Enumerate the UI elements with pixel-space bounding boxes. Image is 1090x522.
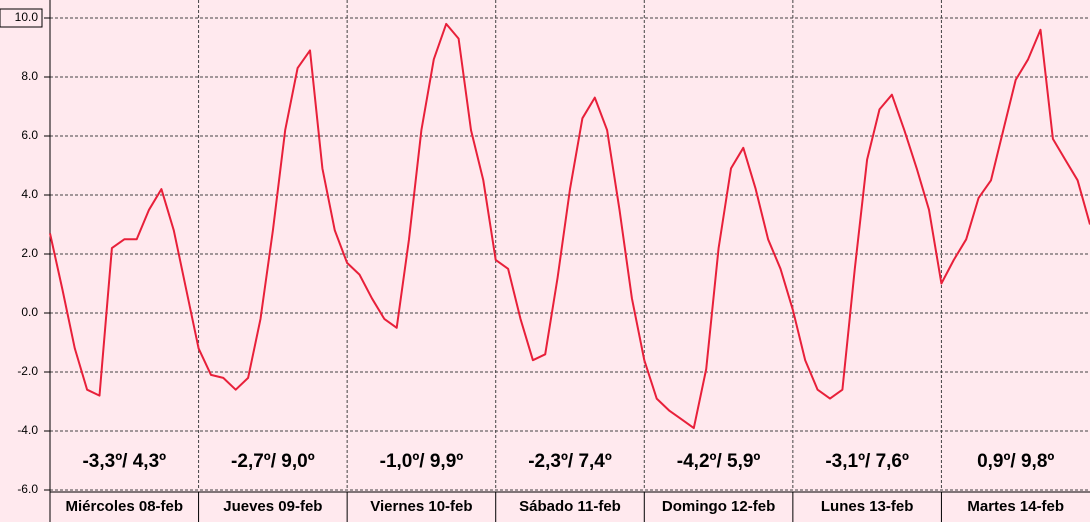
- min-max-annotation: -4,2º/ 5,9º: [677, 451, 761, 472]
- y-tick-label: -6.0: [17, 482, 38, 496]
- day-label: Sábado 11-feb: [519, 498, 621, 515]
- min-max-annotation: -2,3º/ 7,4º: [528, 451, 612, 472]
- day-label: Martes 14-feb: [967, 498, 1064, 515]
- day-label: Miércoles 08-feb: [66, 498, 184, 515]
- y-tick-label: 0.0: [21, 305, 38, 319]
- day-label: Domingo 12-feb: [662, 498, 775, 515]
- min-max-annotation: -3,1º/ 7,6º: [825, 451, 909, 472]
- day-label: Lunes 13-feb: [821, 498, 914, 515]
- day-label: Jueves 09-feb: [223, 498, 322, 515]
- y-tick-label: -2.0: [17, 364, 38, 378]
- min-max-annotation: -2,7º/ 9,0º: [231, 451, 315, 472]
- min-max-annotation: -1,0º/ 9,9º: [380, 451, 464, 472]
- y-tick-label: 8.0: [21, 69, 38, 83]
- top-label-box: [0, 8, 43, 28]
- y-tick-label: 6.0: [21, 128, 38, 142]
- y-tick-label: 10.0: [15, 10, 39, 24]
- y-tick-label: -4.0: [17, 423, 38, 437]
- min-max-annotation: 0,9º/ 9,8º: [977, 451, 1054, 472]
- day-label: Viernes 10-feb: [370, 498, 472, 515]
- y-tick-label: 4.0: [21, 187, 38, 201]
- min-max-annotation: -3,3º/ 4,3º: [82, 451, 166, 472]
- temperature-line: [49, 22, 1090, 430]
- y-tick-label: 2.0: [21, 246, 38, 260]
